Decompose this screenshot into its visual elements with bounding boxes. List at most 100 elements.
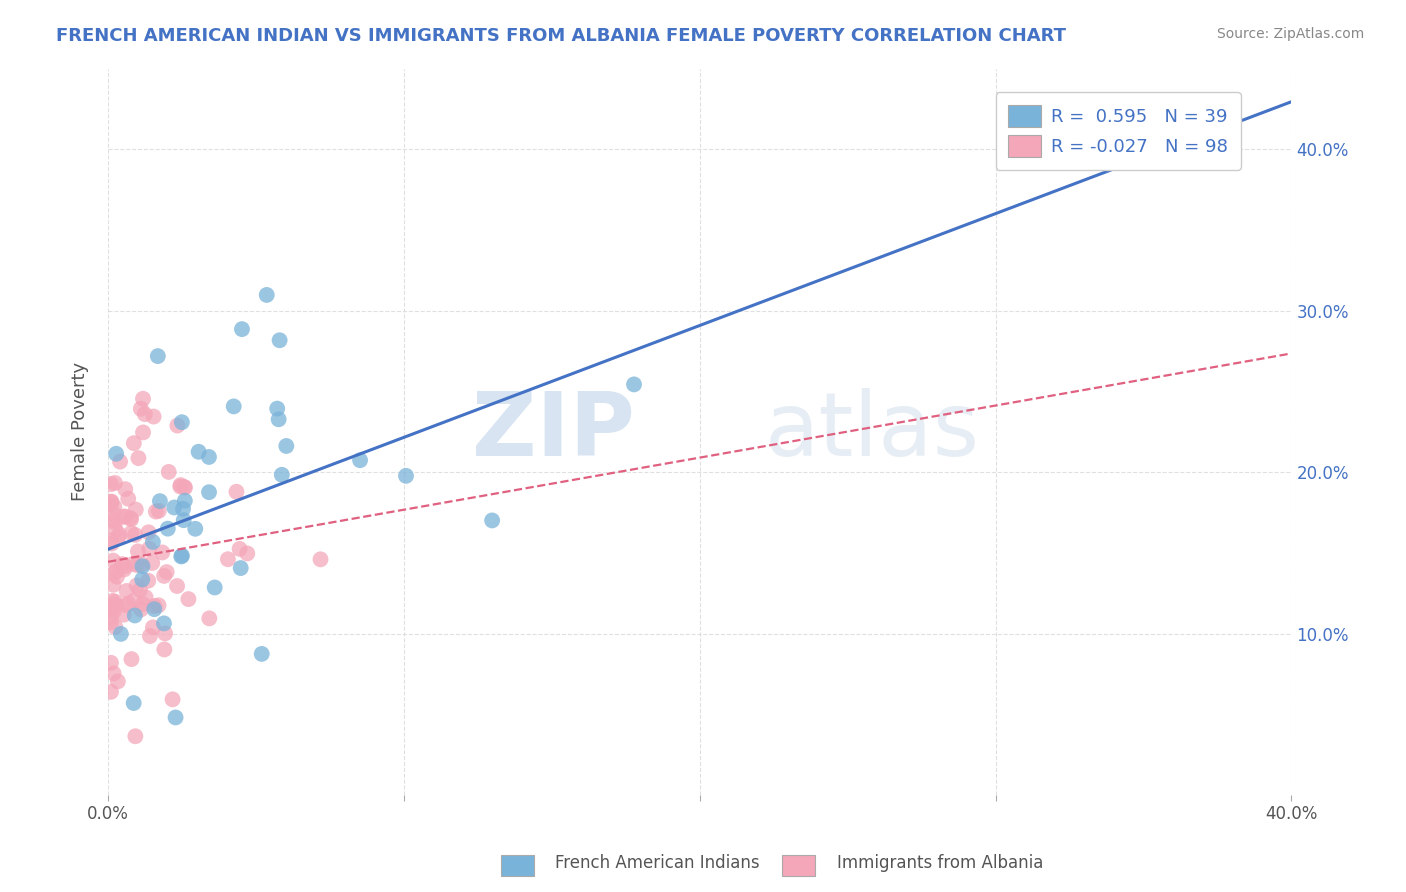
Point — [122, 436, 145, 450]
Point — [111, 557, 134, 571]
Point — [136, 574, 159, 588]
Point — [153, 642, 176, 657]
Point — [107, 530, 129, 544]
Point — [101, 553, 124, 567]
Point — [177, 592, 200, 607]
Point — [170, 415, 193, 429]
Point — [173, 513, 195, 527]
Point — [120, 512, 142, 526]
Point — [122, 696, 145, 710]
Point — [173, 493, 195, 508]
Point — [276, 439, 298, 453]
Text: FRENCH AMERICAN INDIAN VS IMMIGRANTS FROM ALBANIA FEMALE POVERTY CORRELATION CHA: FRENCH AMERICAN INDIAN VS IMMIGRANTS FRO… — [56, 27, 1066, 45]
Point — [156, 522, 179, 536]
Point — [114, 509, 136, 524]
Point — [101, 513, 124, 527]
Point — [349, 453, 371, 467]
Point — [100, 497, 122, 511]
Point — [120, 526, 142, 541]
Point — [481, 513, 503, 527]
Point — [100, 494, 122, 508]
Point — [198, 450, 221, 464]
Point — [165, 710, 187, 724]
Point — [117, 597, 139, 611]
Point — [129, 602, 152, 616]
Point — [157, 465, 180, 479]
Point — [127, 544, 149, 558]
Point — [100, 495, 122, 509]
Point — [184, 522, 207, 536]
Point — [104, 594, 127, 608]
Text: French American Indians: French American Indians — [555, 855, 761, 872]
Point — [222, 400, 245, 414]
Point — [104, 475, 127, 490]
Point — [100, 615, 122, 630]
Point — [309, 552, 332, 566]
Point — [124, 528, 146, 542]
Point — [163, 500, 186, 515]
Point — [153, 569, 176, 583]
Point — [145, 505, 167, 519]
Point — [100, 533, 122, 548]
Text: Source: ZipAtlas.com: Source: ZipAtlas.com — [1216, 27, 1364, 41]
Point — [142, 620, 165, 634]
Text: Immigrants from Albania: Immigrants from Albania — [837, 855, 1043, 872]
Point — [127, 451, 149, 466]
Point — [166, 579, 188, 593]
Point — [103, 604, 125, 618]
Point — [148, 504, 170, 518]
Point — [169, 480, 191, 494]
Point — [266, 401, 288, 416]
Point — [236, 546, 259, 560]
Point — [156, 565, 179, 579]
Point — [103, 566, 125, 581]
Point — [107, 674, 129, 689]
Point — [169, 478, 191, 492]
Point — [110, 627, 132, 641]
Point — [104, 598, 127, 612]
Point — [100, 685, 122, 699]
Point — [623, 377, 645, 392]
Point — [131, 559, 153, 574]
Point — [142, 409, 165, 424]
Point — [162, 692, 184, 706]
Point — [187, 444, 209, 458]
Point — [112, 562, 135, 576]
Point — [225, 484, 247, 499]
Point — [108, 527, 131, 541]
Point — [100, 477, 122, 491]
Point — [124, 729, 146, 743]
Point — [143, 602, 166, 616]
Point — [170, 549, 193, 563]
Point — [105, 570, 128, 584]
Point — [153, 626, 176, 640]
Point — [132, 597, 155, 611]
Point — [172, 502, 194, 516]
Point — [125, 502, 148, 516]
Text: ZIP: ZIP — [472, 388, 634, 475]
Point — [150, 545, 173, 559]
Point — [170, 549, 193, 564]
Point — [117, 491, 139, 506]
Point — [103, 666, 125, 681]
Point — [125, 558, 148, 572]
Point — [125, 578, 148, 592]
Point — [217, 552, 239, 566]
Text: atlas: atlas — [765, 388, 980, 475]
Point — [269, 333, 291, 347]
Point — [135, 591, 157, 605]
Point — [100, 656, 122, 670]
Point — [132, 425, 155, 440]
Point — [105, 447, 128, 461]
Point — [104, 620, 127, 634]
Point — [112, 509, 135, 524]
Point — [174, 481, 197, 495]
Point — [103, 500, 125, 514]
Point — [131, 558, 153, 572]
Point — [100, 610, 122, 624]
Point — [228, 541, 250, 556]
Point — [142, 535, 165, 549]
Point — [143, 599, 166, 613]
Point — [120, 652, 142, 666]
Point — [103, 507, 125, 521]
